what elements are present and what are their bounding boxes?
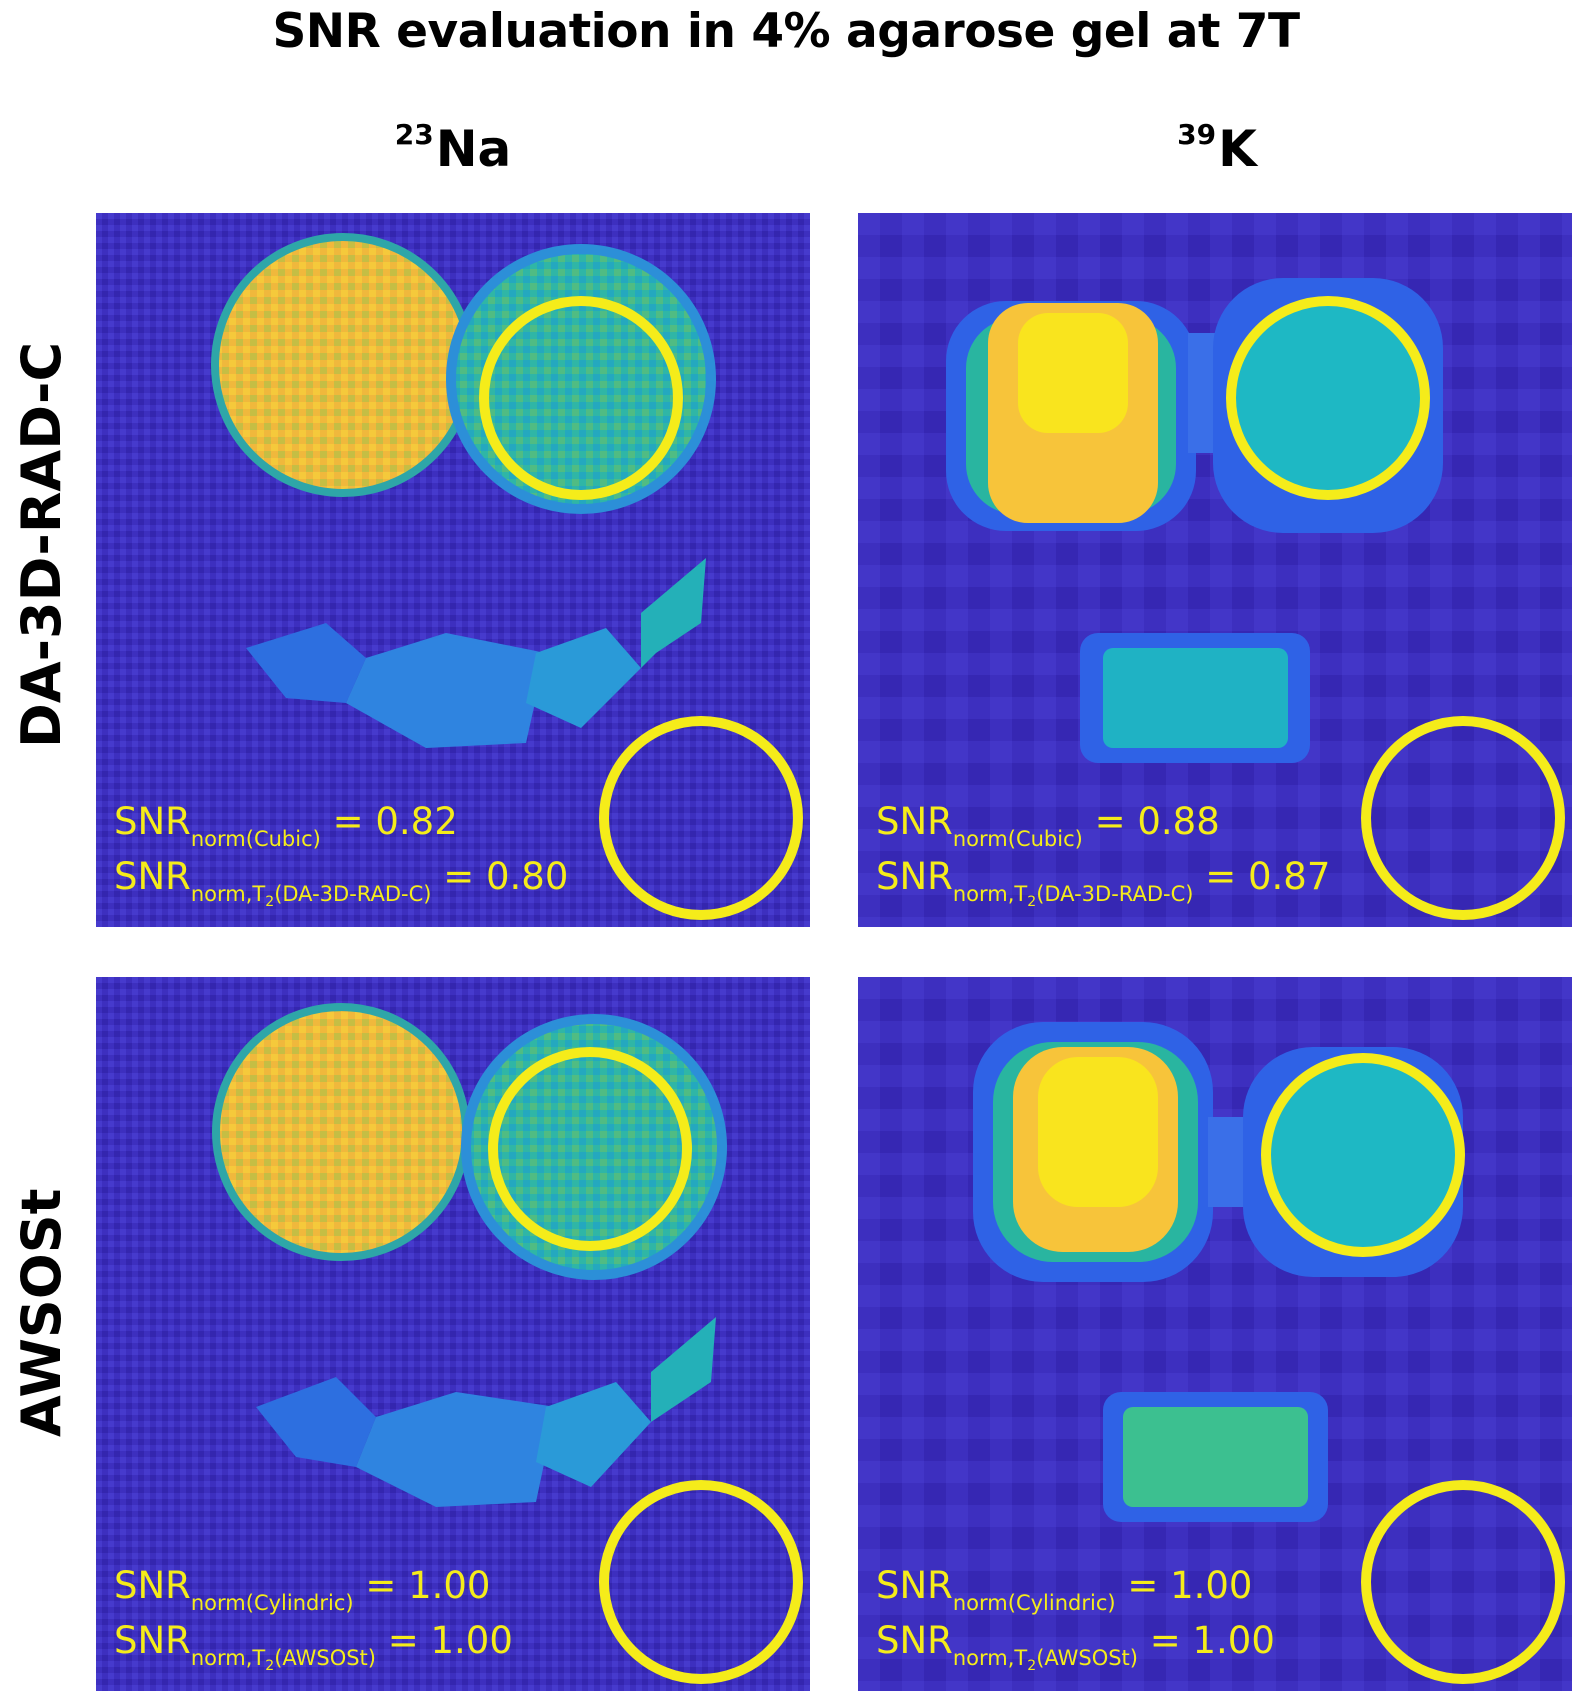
column-header-potassium: 39K (1067, 118, 1367, 178)
snr-prefix: SNR (876, 1564, 953, 1607)
image-panel-na-da-3d-rad-c: SNRnorm(Cubic) = 0.82 SNRnorm,T2(DA-3D-R… (96, 213, 810, 927)
snr-value: = 0.87 (1193, 855, 1331, 898)
snr-subscript: norm,T2(DA-3D-RAD-C) (952, 882, 1194, 910)
snr-prefix: SNR (114, 855, 191, 898)
mri-image-na-awsost (96, 977, 810, 1691)
snr-subscript-tail: (DA-3D-RAD-C) (1036, 882, 1194, 906)
image-panel-na-awsost: SNRnorm(Cylindric) = 1.00 SNRnorm,T2(AWS… (96, 977, 810, 1691)
snr-value: = 0.82 (320, 800, 458, 843)
mri-image-k-da-3d-rad-c (858, 213, 1572, 927)
snr-subscript: norm,T2(AWSOSt) (190, 1646, 376, 1674)
mri-image-k-awsost (858, 977, 1572, 1691)
snr-value: = 1.00 (353, 1564, 491, 1607)
snr-prefix: SNR (876, 800, 953, 843)
snr-line-1: SNRnorm(Cubic) = 0.88 (876, 803, 1220, 850)
snr-line-2: SNRnorm,T2(AWSOSt) = 1.00 (876, 1622, 1275, 1673)
snr-value: = 1.00 (375, 1619, 513, 1662)
image-panel-k-awsost: SNRnorm(Cylindric) = 1.00 SNRnorm,T2(AWS… (858, 977, 1572, 1691)
column-header-potassium-label: K (1218, 120, 1257, 178)
snr-prefix: SNR (114, 1564, 191, 1607)
snr-subscript-tail: (AWSOSt) (274, 1646, 376, 1670)
snr-prefix: SNR (876, 855, 953, 898)
snr-prefix: SNR (876, 1619, 953, 1662)
column-header-potassium-isotope: 39 (1177, 118, 1217, 151)
snr-subscript: norm(Cylindric) (952, 1591, 1116, 1615)
snr-prefix: SNR (114, 800, 191, 843)
snr-subscript-main: norm,T (952, 882, 1028, 906)
snr-subscript-tail: (AWSOSt) (1036, 1646, 1138, 1670)
snr-subscript: norm(Cubic) (190, 827, 321, 851)
snr-subscript: norm,T2(AWSOSt) (952, 1646, 1138, 1674)
figure-title: SNR evaluation in 4% agarose gel at 7T (272, 4, 1300, 59)
snr-subscript-main: norm,T (190, 1646, 266, 1670)
image-panel-k-da-3d-rad-c: SNRnorm(Cubic) = 0.88 SNRnorm,T2(DA-3D-R… (858, 213, 1572, 927)
row-header-da-3d-rad-c: DA-3D-RAD-C (10, 341, 73, 748)
snr-value: = 0.88 (1082, 800, 1220, 843)
snr-line-2: SNRnorm,T2(AWSOSt) = 1.00 (114, 1622, 513, 1673)
snr-subscript: norm(Cylindric) (190, 1591, 354, 1615)
snr-subsubscript: 2 (265, 1658, 275, 1674)
snr-line-2: SNRnorm,T2(DA-3D-RAD-C) = 0.80 (114, 858, 568, 909)
snr-value: = 1.00 (1115, 1564, 1253, 1607)
snr-value: = 1.00 (1137, 1619, 1275, 1662)
mri-image-na-da-3d-rad-c (96, 213, 810, 927)
snr-subscript-main: norm,T (190, 882, 266, 906)
snr-subsubscript: 2 (1027, 1658, 1037, 1674)
snr-line-1: SNRnorm(Cylindric) = 1.00 (114, 1567, 490, 1614)
snr-line-1: SNRnorm(Cubic) = 0.82 (114, 803, 458, 850)
row-header-awsost: AWSOSt (10, 1188, 73, 1437)
snr-prefix: SNR (114, 1619, 191, 1662)
snr-subsubscript: 2 (265, 894, 275, 910)
snr-subscript: norm,T2(DA-3D-RAD-C) (190, 882, 432, 910)
snr-value: = 0.80 (431, 855, 569, 898)
column-header-sodium-label: Na (435, 120, 512, 178)
snr-subscript: norm(Cubic) (952, 827, 1083, 851)
snr-line-2: SNRnorm,T2(DA-3D-RAD-C) = 0.87 (876, 858, 1330, 909)
snr-subscript-main: norm,T (952, 1646, 1028, 1670)
column-header-sodium-isotope: 23 (394, 118, 434, 151)
column-header-sodium: 23Na (303, 118, 603, 178)
snr-subsubscript: 2 (1027, 894, 1037, 910)
snr-line-1: SNRnorm(Cylindric) = 1.00 (876, 1567, 1252, 1614)
snr-subscript-tail: (DA-3D-RAD-C) (274, 882, 432, 906)
